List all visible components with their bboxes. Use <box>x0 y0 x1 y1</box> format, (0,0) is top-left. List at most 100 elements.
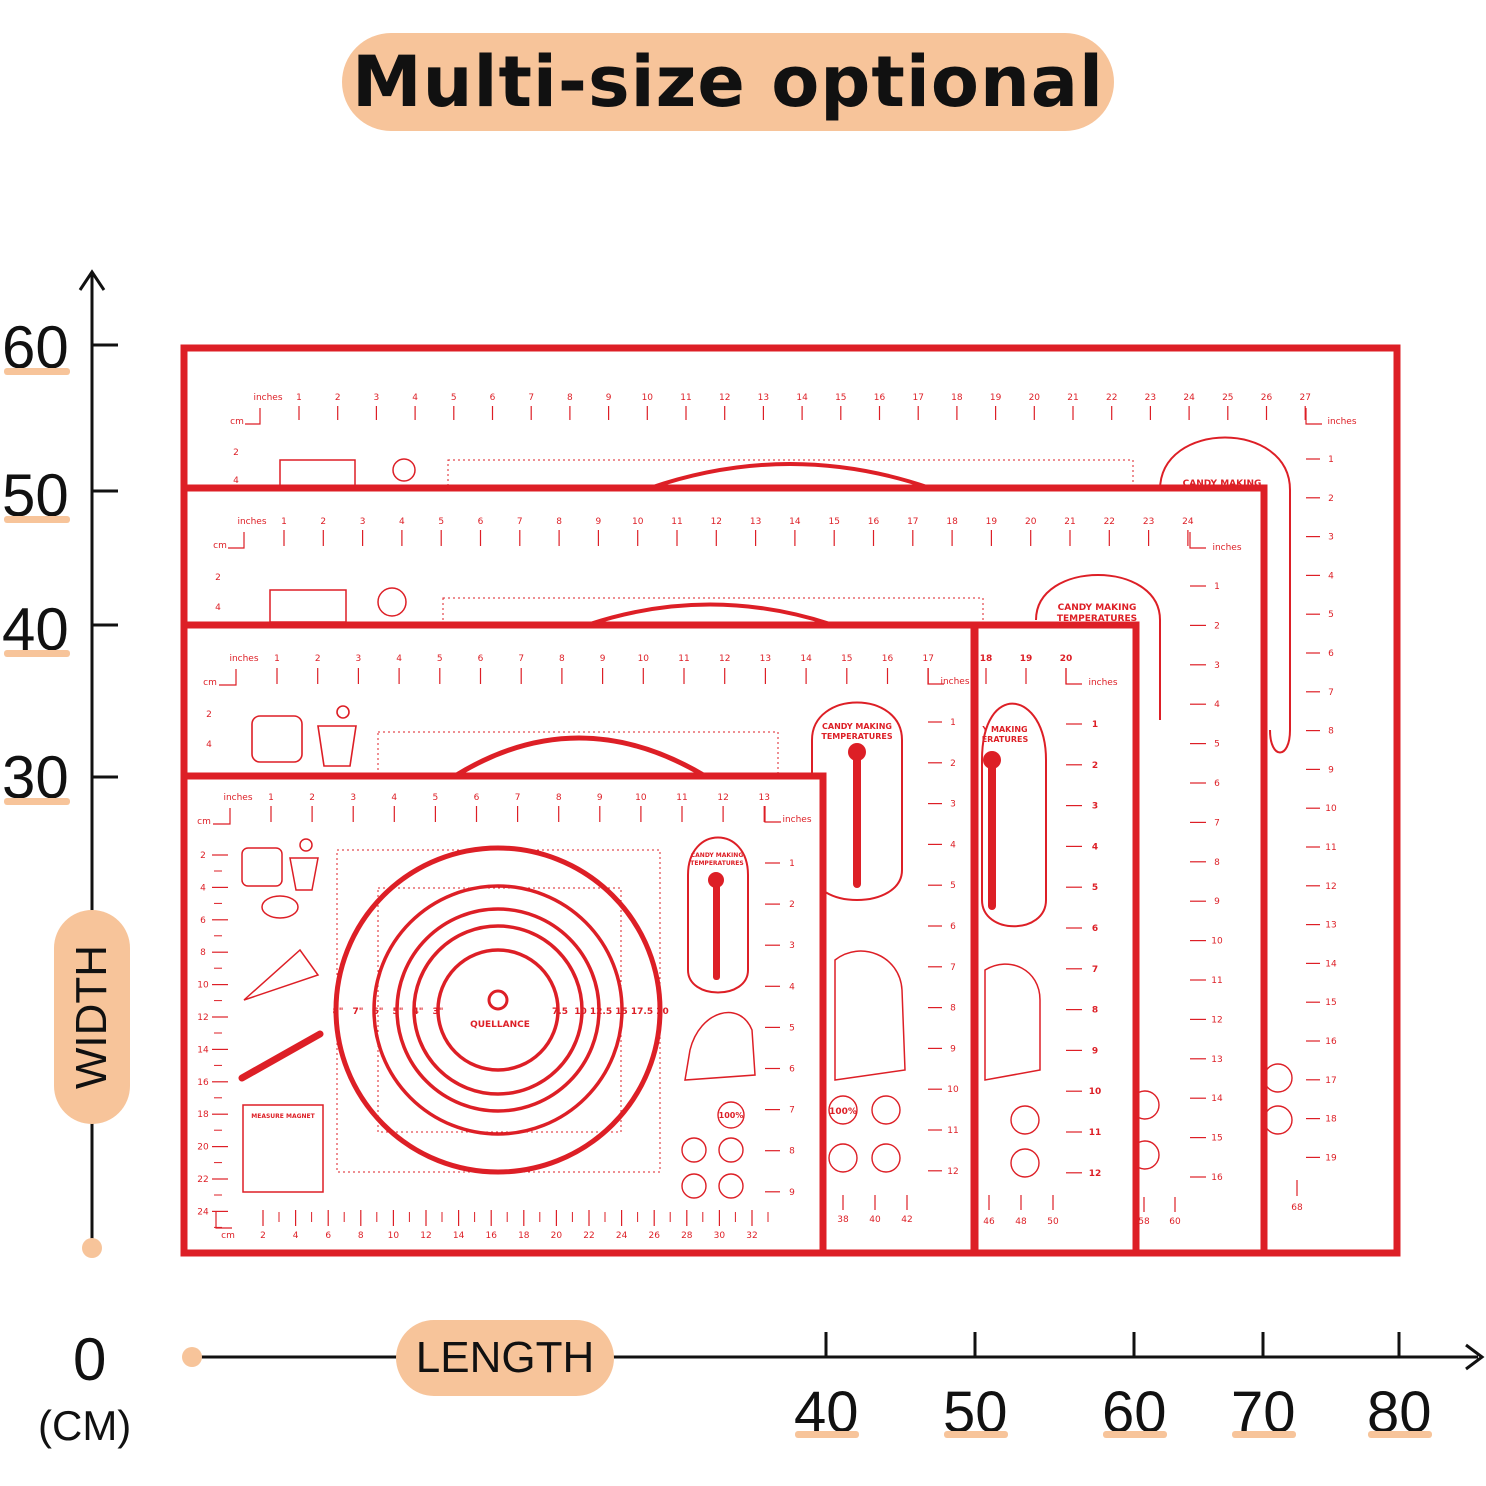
side-tick-label: 12 <box>947 1167 958 1177</box>
cake-icon <box>241 847 283 887</box>
inch-tick-label: 18 <box>946 517 958 527</box>
corner-mark <box>1189 532 1206 549</box>
circle-size-label: 7.5 <box>552 1007 568 1017</box>
inches-label: inches <box>1327 417 1356 427</box>
inch-tick-label: 9 <box>597 793 603 803</box>
cm-tick-label: 2 <box>206 710 212 720</box>
inches-label: inches <box>223 793 252 803</box>
side-tick-label: 5 <box>1092 883 1098 893</box>
side-tick-label: 4 <box>1092 842 1098 852</box>
side-tick-label: 8 <box>1214 858 1220 868</box>
cm-tick-label: 4 <box>206 740 212 750</box>
bottom-tick-label: 12 <box>420 1231 431 1241</box>
side-tick-label: 4 <box>1214 700 1220 710</box>
inch-tick-label: 3 <box>360 517 366 527</box>
inches-label: inches <box>253 393 282 403</box>
side-tick-label: 14 <box>1211 1094 1223 1104</box>
fire-icon <box>718 1137 744 1163</box>
side-tick-label: 2 <box>950 759 956 769</box>
circle-size-label: 4" <box>413 1007 424 1017</box>
inch-tick-label: 15 <box>828 517 839 527</box>
inch-tick-label: 18 <box>951 393 963 403</box>
x-tick-underline <box>795 1431 859 1438</box>
corner-mark <box>213 808 231 825</box>
side-tick-label: 4 <box>789 982 795 992</box>
cm-tick-label: 6 <box>200 916 206 926</box>
bottom-tick-label: 58 <box>1138 1217 1150 1227</box>
side-tick-label: 5 <box>950 881 956 891</box>
inch-tick-label: 2 <box>309 793 315 803</box>
inch-tick-label: 11 <box>671 517 682 527</box>
inch-tick-label: 9 <box>600 654 606 664</box>
side-tick-label: 1 <box>1214 582 1220 592</box>
cm-tick-label: 20 <box>197 1143 209 1153</box>
side-tick-label: 4 <box>1328 571 1334 581</box>
inch-tick-label: 19 <box>986 517 998 527</box>
inch-tick-label: 1 <box>281 517 287 527</box>
side-tick-label: 2 <box>789 900 795 910</box>
side-tick-label: 11 <box>1325 843 1336 853</box>
side-tick-label: 8 <box>1092 1006 1098 1016</box>
corner-mark <box>215 1212 232 1229</box>
inch-tick-label: 17 <box>907 517 918 527</box>
corner-mark <box>228 532 245 549</box>
circle-size-label: 12.5 <box>590 1007 612 1017</box>
candy-thermometer-outline <box>1159 436 1291 754</box>
side-tick-label: 3 <box>1328 533 1334 543</box>
inch-tick-label: 6 <box>490 393 496 403</box>
circle-size-label: 20 <box>656 1007 669 1017</box>
circle-size-label: 3" <box>433 1007 444 1017</box>
inch-tick-label: 12 <box>711 517 722 527</box>
width-axis-badge <box>54 910 130 1124</box>
inch-tick-label: 8 <box>556 517 562 527</box>
side-tick-label: 2 <box>1214 621 1220 631</box>
cm-label: cm <box>213 541 227 551</box>
length-axis-label: LENGTH <box>415 1333 595 1382</box>
side-tick-label: 2 <box>1328 494 1334 504</box>
length-axis-badge: LENGTH <box>396 1320 614 1396</box>
side-tick-label: 6 <box>1328 649 1334 659</box>
thermometer-bulb <box>983 751 1001 769</box>
inch-tick-label: 4 <box>399 517 405 527</box>
candy-label: CANDY MAKING <box>1058 603 1137 613</box>
inch-tick-label: 5 <box>451 393 457 403</box>
inch-tick-label: 7 <box>517 517 523 527</box>
donut-icon <box>261 895 299 919</box>
inch-tick-label: 2 <box>335 393 341 403</box>
brand-name: QUELLANCE <box>470 1020 530 1030</box>
corner-mark <box>1305 408 1322 425</box>
bottom-tick-label: 4 <box>293 1231 299 1241</box>
dotted-guide <box>377 731 779 777</box>
side-tick-label: 9 <box>789 1188 795 1198</box>
bottom-tick-label: 18 <box>518 1231 530 1241</box>
inch-tick-label: 8 <box>556 793 562 803</box>
bottom-tick-label: 28 <box>681 1231 693 1241</box>
circle-size-label: 15 <box>615 1007 628 1017</box>
inch-tick-label: 10 <box>638 654 650 664</box>
side-tick-label: 19 <box>1325 1153 1337 1163</box>
inch-tick-label: 14 <box>789 517 801 527</box>
inch-tick-label: 6 <box>478 517 484 527</box>
corner-mark <box>927 668 944 685</box>
bottom-tick-label: 8 <box>358 1231 364 1241</box>
candy-thermometer-outline <box>687 836 749 994</box>
page-title: Multi-size optional <box>351 41 1105 123</box>
inch-tick-label: 4 <box>396 654 402 664</box>
x-tick-underline <box>1368 1431 1432 1438</box>
side-tick-label: 15 <box>1325 998 1336 1008</box>
thermometer-bulb <box>848 743 866 761</box>
y-tick-label: 40 <box>2 596 69 663</box>
flour-bag-icon <box>834 950 906 1081</box>
utensil-icon <box>1010 1105 1040 1135</box>
inch-tick-label: 8 <box>559 654 565 664</box>
cm-tick-label: 2 <box>215 573 221 583</box>
side-tick-label: 10 <box>1325 804 1337 814</box>
side-tick-label: 12 <box>1089 1169 1102 1179</box>
bottom-tick-label: 46 <box>983 1217 995 1227</box>
side-tick-label: 13 <box>1325 921 1336 931</box>
cm-tick-label: 16 <box>197 1078 209 1088</box>
cm-label: cm <box>221 1231 235 1241</box>
side-tick-label: 7 <box>789 1106 795 1116</box>
